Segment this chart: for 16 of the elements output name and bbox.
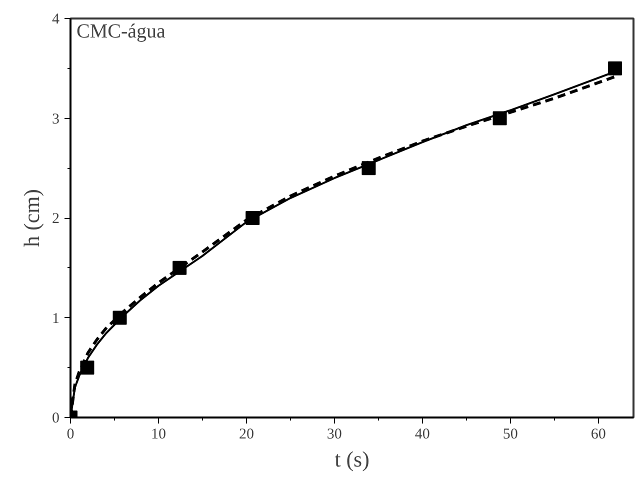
x-tick-label: 60 — [590, 426, 606, 442]
y-tick-label: 3 — [52, 111, 60, 128]
point — [608, 61, 622, 76]
x-tick-label: 40 — [414, 426, 430, 442]
x-tick-label: 50 — [502, 426, 518, 442]
x-tick-label: 30 — [326, 426, 342, 442]
x-tick-label: 0 — [66, 426, 74, 442]
x-tick-label: 20 — [238, 426, 254, 442]
y-axis-title: h (cm) — [19, 188, 44, 248]
y-tick-label: 2 — [52, 211, 60, 227]
y-tick-label: 4 — [52, 12, 60, 28]
y-tick-label: 0 — [52, 410, 60, 426]
annotation: CMC-água — [76, 20, 166, 42]
y-tick-label: 1 — [52, 310, 60, 327]
x-tick-label: 10 — [150, 426, 166, 442]
x-axis-title: t (s) — [334, 446, 370, 472]
